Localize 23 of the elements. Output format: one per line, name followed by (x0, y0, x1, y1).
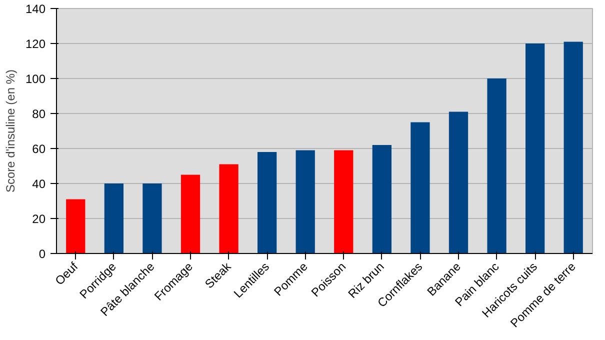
bar (372, 145, 392, 254)
y-tick-label: 100 (25, 72, 46, 86)
y-axis-title: Score d'insuline (en %) (3, 69, 18, 193)
bar (564, 42, 583, 254)
bar (258, 152, 277, 254)
y-tick-label: 60 (32, 142, 46, 156)
bar (142, 184, 162, 254)
bar (526, 44, 545, 254)
y-tick-label: 40 (32, 177, 46, 191)
bar (487, 78, 506, 254)
bar (410, 122, 430, 254)
bar (180, 174, 200, 254)
bar (296, 150, 315, 254)
y-tick-label: 80 (32, 107, 46, 121)
y-tick-label: 140 (25, 2, 46, 16)
y-tick-label: 0 (38, 247, 46, 261)
bar (448, 112, 468, 254)
bar (104, 184, 124, 254)
y-tick-label: 120 (25, 37, 46, 51)
bar (66, 199, 86, 254)
bar (334, 150, 354, 254)
bar (219, 164, 238, 254)
y-tick-label: 20 (32, 212, 46, 226)
